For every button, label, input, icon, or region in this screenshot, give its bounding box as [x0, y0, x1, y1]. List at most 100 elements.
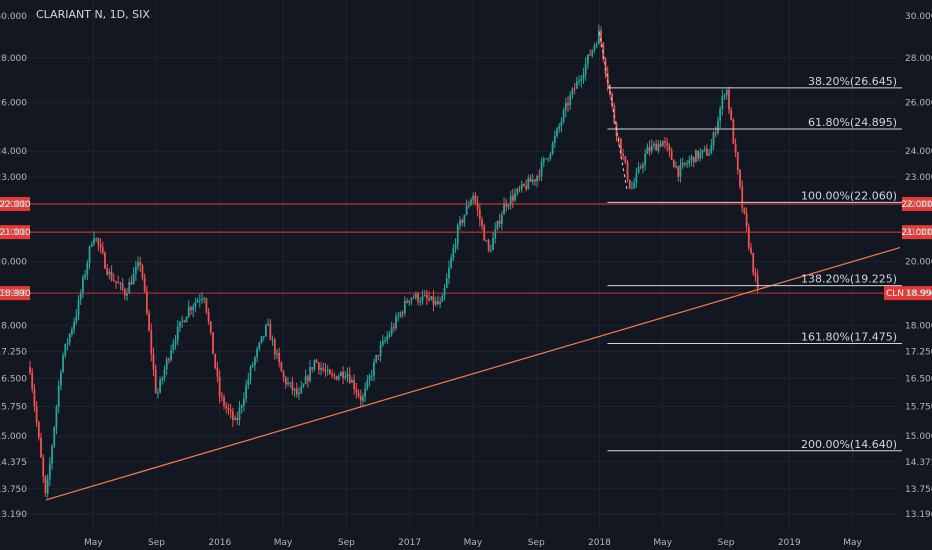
y-tick-label-left: 15.000 — [0, 432, 27, 442]
candle-body — [560, 121, 563, 126]
candle-body — [633, 182, 636, 189]
candle-body — [699, 152, 702, 159]
candle-body — [384, 340, 386, 342]
candle-body — [721, 96, 724, 109]
candle-body — [589, 54, 591, 56]
candle-body — [503, 203, 505, 215]
candle-body — [216, 367, 219, 377]
candle-body — [406, 300, 408, 303]
candle-body — [42, 457, 45, 477]
candle-body — [593, 45, 596, 50]
candle-body — [331, 374, 333, 376]
candle-body — [99, 244, 102, 248]
candle-body — [359, 395, 362, 401]
candle-body — [474, 195, 477, 203]
fib-level-label: 138.20%(19.225) — [801, 273, 897, 286]
candle-body — [580, 78, 583, 81]
candle-body — [736, 152, 739, 170]
candle-body — [485, 240, 488, 242]
candle-body — [613, 105, 616, 123]
candle-body — [265, 324, 267, 337]
y-tick-label-right: 18.990 — [905, 289, 932, 299]
candle-body — [101, 247, 104, 253]
y-tick-label-right: 18.000 — [905, 322, 932, 332]
candle-body — [48, 463, 51, 480]
candle-body — [205, 298, 208, 313]
candle-body — [408, 300, 411, 303]
candle-body — [348, 374, 351, 383]
candle-body — [79, 292, 82, 300]
y-tick-label-left: 26.000 — [0, 99, 27, 109]
candle-body — [492, 238, 494, 251]
candle-body — [132, 273, 135, 285]
candle-body — [377, 355, 380, 357]
y-tick-label-right: 28.000 — [905, 54, 932, 64]
candle-body — [686, 163, 688, 165]
candle-body — [231, 411, 234, 420]
candle-body — [706, 148, 708, 156]
candle-body — [523, 183, 525, 186]
candle-body — [536, 175, 539, 182]
level-tag-left-text: 21.000 — [0, 228, 31, 238]
candle-body — [624, 156, 627, 163]
candle-body — [152, 353, 155, 370]
candle-body — [664, 141, 666, 143]
candle-body — [218, 376, 221, 397]
candle-body — [247, 379, 250, 386]
candle-body — [328, 369, 331, 375]
candle-body — [586, 54, 589, 64]
fib-level-label: 161.80%(17.475) — [801, 331, 897, 344]
candle-body — [657, 143, 660, 151]
last-price-tag-left — [0, 286, 30, 301]
y-tick-label-left: 21.000 — [0, 228, 27, 238]
candle-body — [399, 312, 402, 317]
candle-body — [683, 162, 686, 165]
candle-body — [549, 153, 552, 159]
candle-body — [258, 342, 261, 349]
candle-body — [130, 282, 133, 285]
trendline[interactable] — [45, 246, 901, 501]
candle-body — [556, 128, 558, 137]
candle-body — [448, 267, 450, 279]
candle-body — [196, 300, 199, 303]
candle-body — [392, 327, 395, 329]
candle-body — [386, 336, 389, 341]
candle-body — [661, 141, 664, 147]
candle-body — [145, 291, 148, 313]
candle-body — [355, 389, 358, 393]
candle-body — [728, 89, 730, 110]
candle-body — [134, 267, 137, 274]
candle-body — [55, 406, 58, 428]
candle-body — [304, 376, 307, 385]
candle-body — [62, 355, 64, 372]
candle-body — [591, 49, 594, 56]
x-tick-label: Sep — [148, 538, 165, 548]
candle-body — [291, 382, 294, 391]
candle-body — [443, 287, 446, 296]
y-tick-label-left: 14.375 — [0, 458, 27, 468]
candle-body — [93, 238, 95, 245]
y-tick-label-left: 13.750 — [0, 485, 27, 495]
candle-body — [615, 122, 618, 137]
candle-body — [353, 379, 356, 390]
candle-body — [397, 316, 400, 318]
candle-body — [573, 88, 576, 90]
candle-body — [520, 183, 523, 189]
candle-body — [293, 388, 296, 391]
y-tick-label-left: 17.250 — [0, 347, 27, 357]
candle-body — [500, 214, 503, 225]
candle-body — [311, 367, 314, 370]
chart-title: CLARIANT N, 1D, SIX — [36, 8, 150, 21]
candle-body — [212, 332, 214, 355]
y-tick-label-right: 21.000 — [905, 228, 932, 238]
candle-body — [194, 302, 197, 307]
candle-body — [373, 361, 375, 376]
candle-body — [104, 252, 106, 269]
candle-body — [745, 213, 748, 227]
candle-body — [269, 323, 272, 340]
candle-body — [470, 199, 472, 206]
candle-body — [309, 367, 311, 381]
y-tick-label-right: 16.500 — [905, 374, 932, 384]
candle-body — [725, 89, 728, 96]
